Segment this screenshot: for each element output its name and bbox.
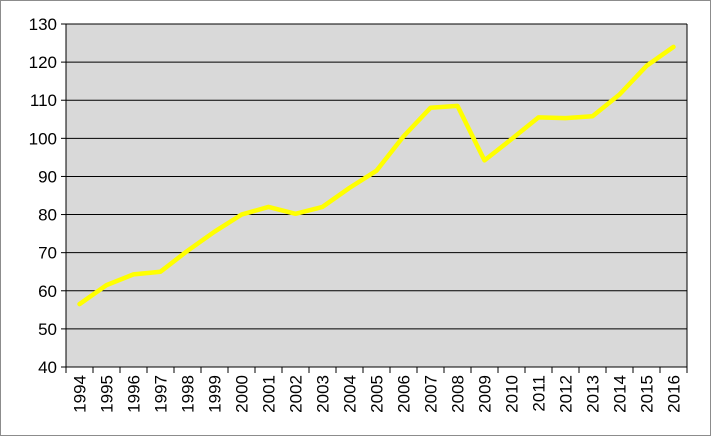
x-tick-label-2004: 2004 — [341, 375, 360, 413]
x-tick-label-2006: 2006 — [395, 375, 414, 413]
x-tick-label-2007: 2007 — [422, 375, 441, 413]
x-axis: 1994 1995 1996 1997 1998 1999 2000 2001 2002 2003… — [66, 367, 687, 413]
y-tick-label-70: 70 — [38, 244, 57, 263]
y-tick-label-130: 130 — [29, 15, 57, 34]
x-tick-label-2015: 2015 — [638, 375, 657, 413]
y-tick-label-80: 80 — [38, 206, 57, 225]
x-tick-label-1998: 1998 — [179, 375, 198, 413]
y-tick-label-60: 60 — [38, 282, 57, 301]
y-tick-label-40: 40 — [38, 358, 57, 377]
x-tick-label-1994: 1994 — [71, 375, 90, 413]
x-tick-label-1996: 1996 — [125, 375, 144, 413]
x-tick-label-2001: 2001 — [260, 375, 279, 413]
x-tick-label-2002: 2002 — [287, 375, 306, 413]
x-tick-label-2011: 2011 — [530, 375, 549, 412]
x-tick-label-2008: 2008 — [449, 375, 468, 413]
x-tick-label-1995: 1995 — [98, 375, 117, 413]
x-tick-label-2016: 2016 — [665, 375, 684, 413]
y-tick-label-120: 120 — [29, 53, 57, 72]
y-tick-label-100: 100 — [29, 129, 57, 148]
x-tick-label-1997: 1997 — [152, 375, 171, 413]
y-tick-label-110: 110 — [30, 91, 57, 110]
x-tick-label-2014: 2014 — [611, 375, 630, 413]
plot-area — [66, 24, 687, 367]
x-tick-label-2013: 2013 — [584, 375, 603, 413]
x-tick-label-2005: 2005 — [368, 375, 387, 413]
x-tick-label-1999: 1999 — [206, 375, 225, 413]
x-tick-label-2010: 2010 — [503, 375, 522, 413]
y-tick-label-90: 90 — [38, 167, 57, 186]
y-tick-label-50: 50 — [38, 320, 57, 339]
x-tick-label-2000: 2000 — [233, 375, 252, 413]
x-tick-label-2012: 2012 — [557, 375, 576, 413]
x-tick-label-2009: 2009 — [476, 375, 495, 413]
x-tick-label-2003: 2003 — [314, 375, 333, 413]
